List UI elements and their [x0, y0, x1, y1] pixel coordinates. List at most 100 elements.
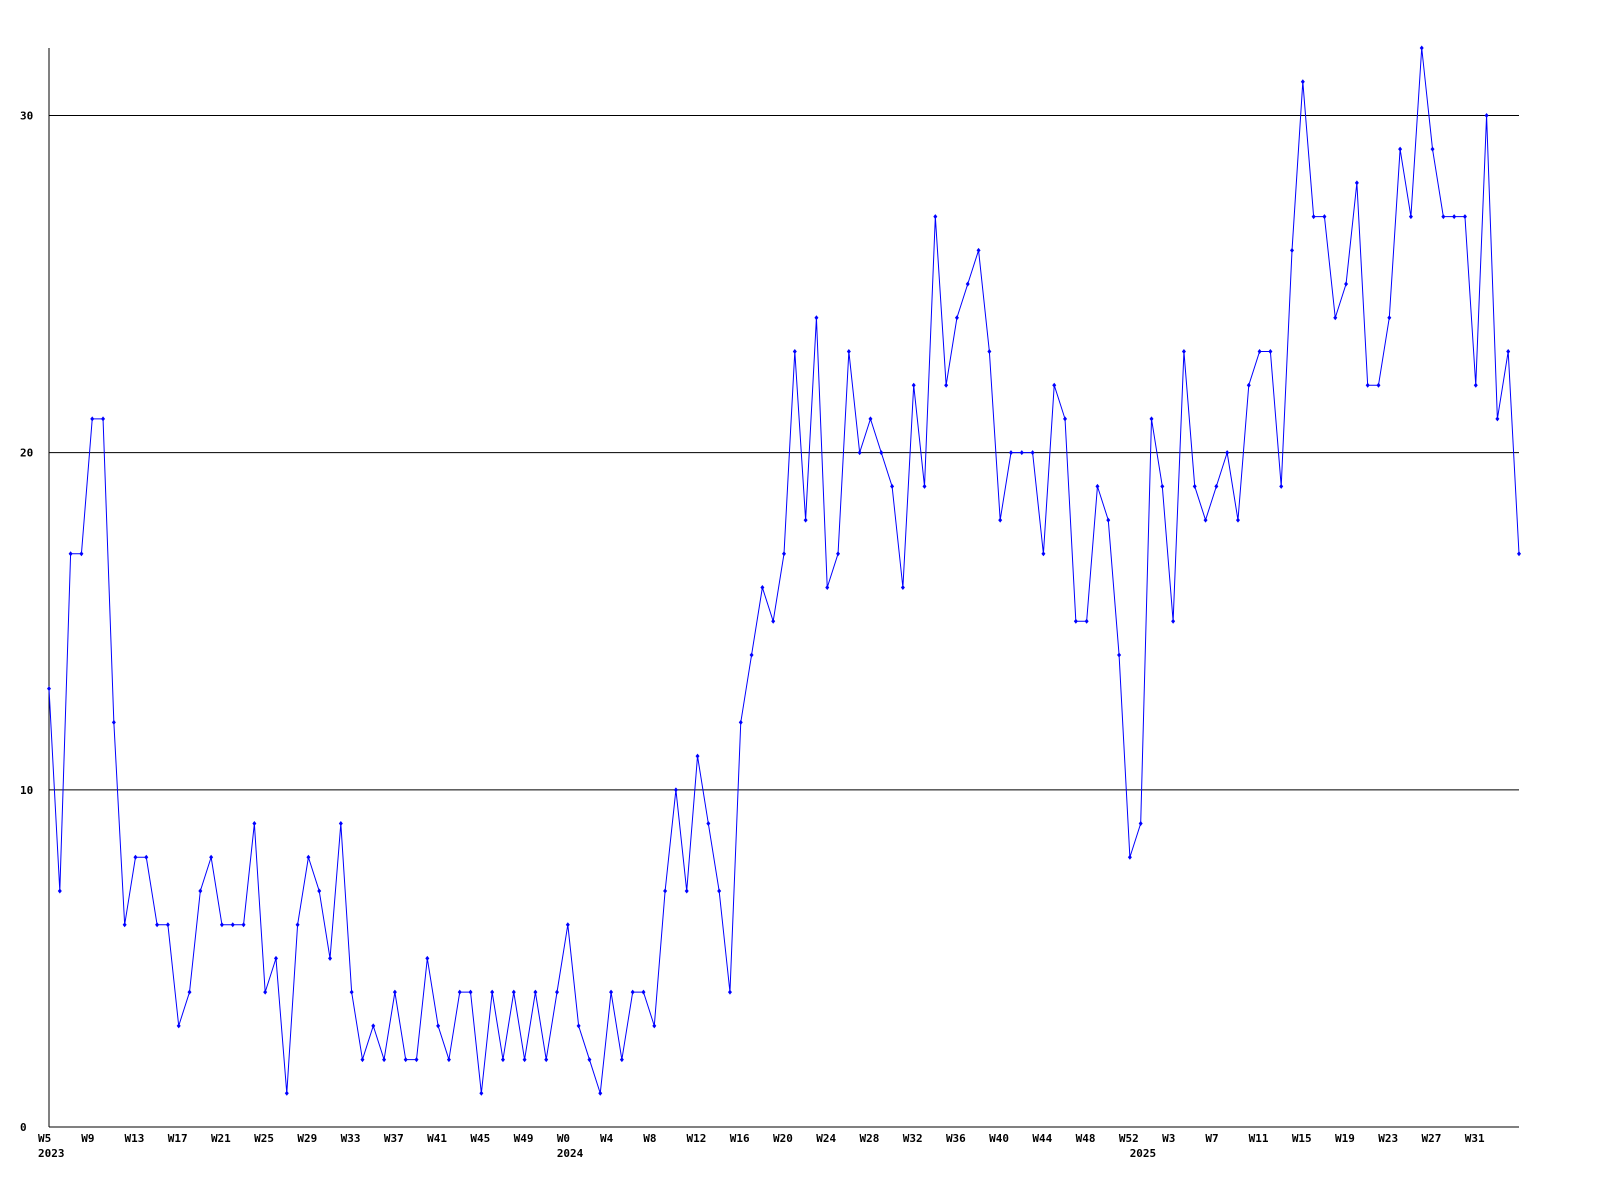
- x-tick-label: W28: [859, 1132, 879, 1145]
- x-tick-label: W19: [1335, 1132, 1355, 1145]
- data-point: [1225, 450, 1230, 456]
- data-point: [663, 888, 668, 894]
- data-point: [1203, 517, 1208, 523]
- data-point: [1506, 348, 1511, 354]
- data-point: [717, 888, 722, 894]
- data-point: [987, 348, 992, 354]
- data-point: [598, 1090, 603, 1096]
- y-tick-label: 30: [20, 109, 33, 122]
- x-tick-label: W24: [816, 1132, 836, 1145]
- x-tick-label: W8: [643, 1132, 656, 1145]
- data-point: [1268, 348, 1273, 354]
- x-tick-label: W31: [1465, 1132, 1485, 1145]
- data-point: [533, 989, 538, 995]
- data-point: [933, 214, 938, 220]
- x-tick-label: W23: [1378, 1132, 1398, 1145]
- data-point: [371, 1023, 376, 1029]
- data-point: [111, 719, 116, 725]
- x-tick-label: W7: [1205, 1132, 1218, 1145]
- x-tick-label: W25: [254, 1132, 274, 1145]
- data-point: [1235, 517, 1240, 523]
- data-point: [1063, 416, 1068, 422]
- data-point: [900, 585, 905, 590]
- data-point: [1333, 315, 1338, 321]
- data-point: [1171, 618, 1176, 624]
- x-tick-label: W32: [903, 1132, 923, 1145]
- data-point: [1290, 247, 1295, 253]
- data-point: [1084, 618, 1089, 624]
- data-point: [695, 753, 700, 759]
- data-point: [414, 1057, 419, 1063]
- data-point: [1138, 821, 1143, 827]
- data-point: [273, 955, 278, 961]
- data-point: [198, 888, 203, 894]
- data-line: [48, 47, 1520, 1094]
- x-tick-label: W11: [1249, 1132, 1269, 1145]
- data-point: [1462, 214, 1467, 220]
- x-tick-label: W17: [168, 1132, 188, 1145]
- data-point: [176, 1023, 181, 1029]
- data-point: [673, 787, 678, 793]
- data-point: [79, 551, 84, 557]
- data-point: [209, 854, 214, 860]
- data-point: [868, 416, 873, 422]
- data-point: [1030, 450, 1035, 456]
- data-point: [836, 551, 841, 557]
- data-point: [1441, 214, 1446, 220]
- data-point: [1127, 854, 1132, 860]
- data-point: [500, 1057, 505, 1063]
- data-point: [425, 955, 430, 961]
- data-point: [219, 922, 224, 928]
- x-tick-label: W27: [1422, 1132, 1442, 1145]
- x-tick-label: W4: [600, 1132, 614, 1145]
- data-point: [641, 989, 646, 995]
- data-point: [511, 989, 516, 995]
- data-point: [317, 888, 322, 894]
- data-point: [911, 382, 916, 388]
- x-year-label: 2023: [38, 1147, 65, 1160]
- data-point: [1452, 214, 1457, 220]
- data-point: [619, 1057, 624, 1063]
- data-point: [1484, 112, 1489, 118]
- data-point: [565, 922, 570, 928]
- x-tick-label: W12: [687, 1132, 707, 1145]
- data-point: [1073, 618, 1078, 624]
- data-point: [1181, 348, 1186, 354]
- data-point: [555, 989, 560, 995]
- data-point: [587, 1057, 592, 1063]
- data-point: [922, 483, 927, 489]
- data-point: [825, 585, 830, 590]
- data-point: [814, 315, 819, 321]
- data-point: [187, 989, 192, 995]
- data-point: [1008, 450, 1013, 456]
- data-point: [522, 1057, 527, 1063]
- x-tick-label: W36: [946, 1132, 966, 1145]
- data-point: [479, 1090, 484, 1096]
- data-point: [68, 551, 73, 557]
- x-tick-label: W0: [557, 1132, 570, 1145]
- data-point: [328, 955, 333, 961]
- x-tick-label: W40: [989, 1132, 1009, 1145]
- data-point: [382, 1057, 387, 1063]
- data-point: [1387, 315, 1392, 321]
- data-point: [1419, 45, 1424, 51]
- data-point: [1041, 551, 1046, 557]
- data-point: [1149, 416, 1154, 422]
- data-point: [803, 517, 808, 523]
- data-point: [338, 821, 343, 827]
- data-point: [1052, 382, 1057, 388]
- data-point: [1311, 214, 1316, 220]
- x-tick-label: W41: [427, 1132, 447, 1145]
- data-point: [1160, 483, 1165, 489]
- data-point: [155, 922, 160, 928]
- data-point: [760, 585, 765, 590]
- data-point: [890, 483, 895, 489]
- data-point: [133, 854, 138, 860]
- x-tick-label: W49: [514, 1132, 534, 1145]
- x-tick-label: W37: [384, 1132, 404, 1145]
- data-point: [360, 1057, 365, 1063]
- data-point: [457, 989, 462, 995]
- data-point: [976, 247, 981, 253]
